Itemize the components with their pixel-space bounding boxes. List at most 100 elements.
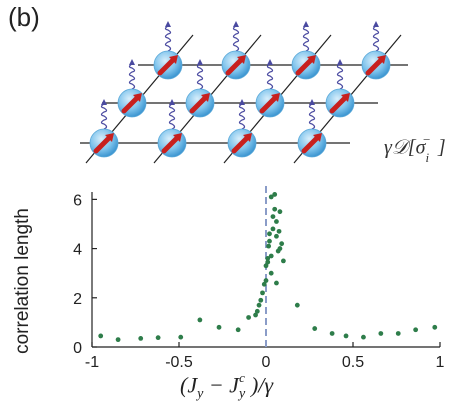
spin-arrow (121, 94, 141, 114)
data-point (267, 238, 272, 244)
data-point (272, 192, 278, 197)
spin-site (153, 21, 183, 80)
spin-site (185, 59, 215, 118)
data-point (98, 333, 104, 339)
x-axis-label: (Jy − Jyc)/γ (180, 370, 274, 402)
data-point (395, 331, 401, 336)
dissipator-label: γ𝒟[σi −] (384, 132, 446, 165)
data-point (138, 335, 144, 341)
photon-emission (196, 63, 204, 90)
spin-site (221, 21, 251, 80)
data-point (254, 308, 260, 314)
spin-site (157, 99, 187, 158)
data-point (270, 226, 276, 232)
x-tick-label: 1 (436, 354, 445, 371)
photon-emission (238, 103, 246, 130)
spin-lattice (80, 21, 408, 164)
spin-site (325, 59, 355, 118)
photon-emission (128, 63, 136, 90)
spin-site (297, 99, 327, 158)
data-point (263, 278, 269, 283)
x-tick-label: 0 (262, 354, 271, 371)
dissipator-close-bracket: ] (437, 136, 446, 159)
data-point (260, 290, 265, 296)
data-point (256, 302, 262, 308)
data-point (312, 326, 318, 331)
photon-emission (100, 103, 108, 130)
data-point (274, 280, 279, 286)
x-tick-label: -1 (85, 354, 99, 371)
photon-emission (168, 103, 176, 130)
spin-arrow (93, 134, 113, 154)
spin-arrow (157, 56, 177, 76)
spin-site (291, 21, 321, 80)
data-point (178, 334, 184, 340)
y-tick-label: 2 (73, 291, 82, 308)
data-point (246, 315, 252, 320)
spin-arrow (301, 134, 321, 154)
data-point (268, 270, 274, 276)
spin-arrow (295, 56, 315, 76)
panel-label: (b) (8, 2, 40, 32)
photon-emission (266, 63, 274, 90)
data-point (294, 302, 300, 308)
lattice-sites (89, 21, 391, 158)
spin-site (361, 21, 391, 80)
data-point (279, 241, 285, 247)
spin-arrow (259, 94, 279, 114)
data-point (343, 333, 349, 339)
photon-emission (308, 103, 316, 130)
data-point (270, 214, 276, 220)
data-point (216, 324, 222, 330)
data-point (265, 259, 271, 265)
data-point (155, 335, 161, 341)
x-tick-label: -0.5 (165, 354, 193, 371)
data-point (258, 297, 264, 303)
data-point (329, 331, 335, 336)
spin-site (89, 99, 119, 158)
data-point (197, 317, 203, 323)
data-points (98, 192, 438, 343)
data-point (432, 324, 438, 330)
data-point (281, 258, 286, 264)
data-point (265, 256, 271, 261)
data-point (277, 209, 283, 215)
spin-arrow (231, 134, 251, 154)
dissipator-subscript: i (425, 149, 430, 165)
correlation-chart: -1 -0.5 0 0.5 1 0 2 4 6 (73, 186, 445, 371)
y-tick-label: 0 (73, 340, 82, 357)
y-tick-label: 6 (73, 192, 82, 209)
data-point (266, 243, 272, 249)
data-point (276, 228, 282, 234)
photon-emission (302, 25, 310, 52)
y-tick-label: 4 (73, 242, 82, 259)
spin-arrow (329, 94, 349, 114)
spin-site (255, 59, 285, 118)
spin-arrow (189, 94, 209, 114)
spin-arrow (161, 134, 181, 154)
chart-ticks: -1 -0.5 0 0.5 1 0 2 4 6 (73, 192, 444, 371)
data-point (361, 334, 366, 340)
x-tick-label: 0.5 (342, 354, 364, 371)
photon-emission (232, 25, 240, 52)
data-point (253, 312, 258, 318)
spin-arrow (365, 56, 385, 76)
data-point (378, 331, 384, 336)
y-axis-label: correlation length (12, 208, 33, 354)
dissipator-superscript: − (422, 132, 431, 147)
data-point (274, 233, 279, 239)
photon-emission (372, 25, 380, 52)
dissipator-operator: γ𝒟[σ (384, 136, 426, 159)
data-point (263, 263, 269, 269)
spin-arrow (225, 56, 245, 76)
data-point (261, 281, 267, 287)
data-point (413, 327, 419, 333)
data-point (115, 337, 121, 343)
data-point (272, 206, 278, 212)
data-point (274, 219, 279, 224)
data-point (268, 253, 274, 259)
data-point (267, 231, 272, 237)
spin-site (227, 99, 257, 158)
spin-site (117, 59, 147, 118)
data-point (235, 327, 241, 333)
